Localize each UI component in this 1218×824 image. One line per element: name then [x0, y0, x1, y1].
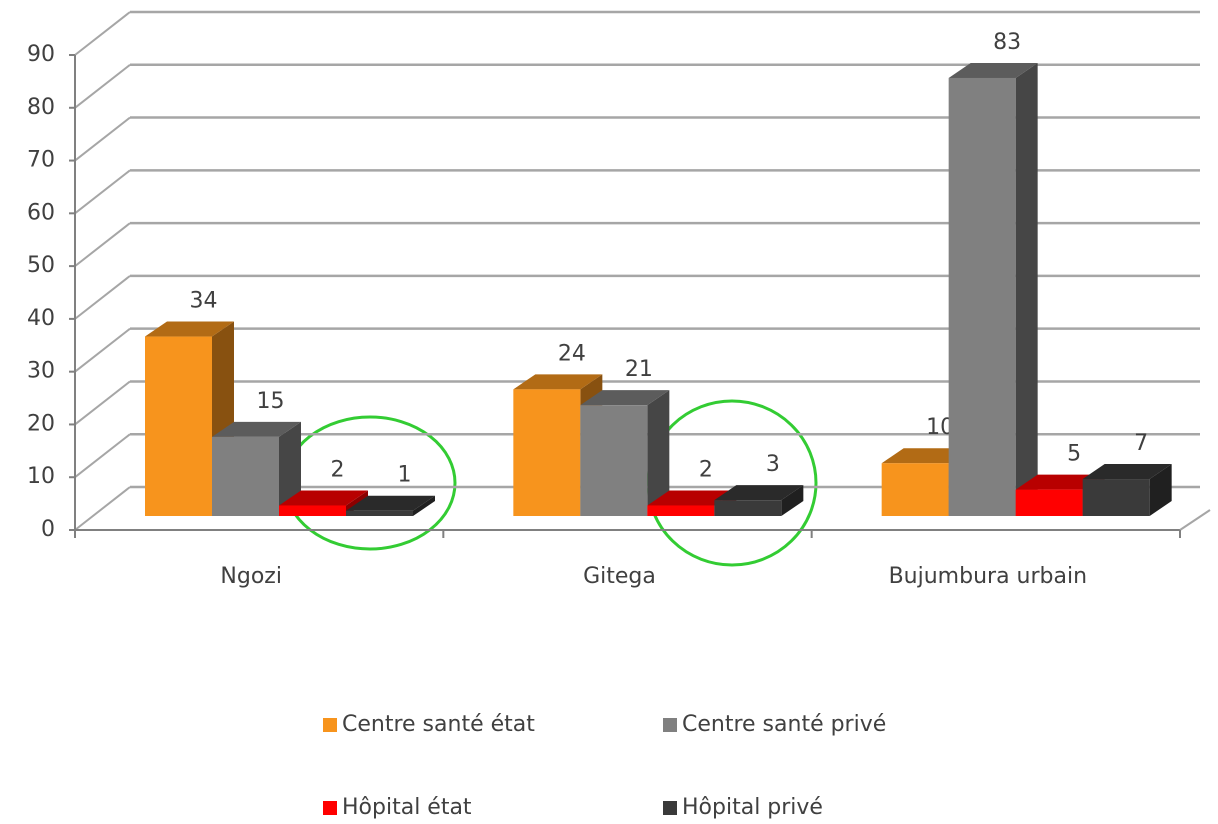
grid-line: [74, 275, 131, 320]
x-tick-label: Ngozi: [220, 564, 282, 589]
y-tick-label: 80: [27, 95, 55, 120]
bar: [513, 389, 581, 516]
grid-line: [74, 11, 131, 56]
bar-top: [145, 321, 234, 337]
data-label: 21: [625, 357, 653, 382]
bar-top: [279, 490, 368, 506]
bar-side: [279, 421, 301, 516]
legend-label: Hôpital privé: [682, 795, 823, 820]
y-tick-label: 40: [27, 306, 55, 331]
legend-label: Hôpital état: [342, 795, 472, 820]
grid-line: [74, 169, 131, 215]
bar-top: [346, 495, 435, 511]
grid-line: [74, 63, 131, 109]
y-tick-label: 60: [27, 200, 55, 225]
y-tick-label: 30: [27, 359, 55, 384]
bar-side: [1149, 464, 1172, 516]
y-tick-label: 20: [27, 411, 55, 436]
data-label: 1: [398, 463, 412, 488]
y-tick-label: 10: [27, 464, 55, 489]
legend-swatch: [663, 718, 677, 732]
bar-top: [212, 421, 301, 437]
bar: [714, 500, 782, 516]
legend-label: Centre santé état: [342, 712, 535, 737]
data-label: 83: [993, 30, 1021, 55]
bar-top: [580, 390, 670, 406]
bar: [346, 510, 413, 516]
bar-top: [948, 62, 1038, 78]
grid-line: [74, 433, 131, 479]
bar: [1015, 489, 1083, 516]
bar-top: [647, 490, 737, 506]
bar: [948, 77, 1016, 516]
bar-side: [781, 485, 804, 516]
legend-swatch: [323, 718, 337, 732]
grid-line: [74, 116, 131, 162]
y-tick-label: 50: [27, 253, 55, 278]
data-label: 15: [257, 389, 285, 414]
bar-top: [1015, 474, 1105, 490]
data-label: 7: [1134, 431, 1148, 456]
data-label: 2: [331, 457, 345, 482]
axis: [1179, 509, 1211, 531]
legend-label: Centre santé privé: [682, 712, 886, 737]
y-tick-label: 70: [27, 148, 55, 173]
legend-swatch: [323, 801, 337, 815]
bar-side: [413, 495, 435, 516]
bar: [212, 436, 279, 516]
bar-top: [714, 485, 804, 501]
bar-side: [647, 390, 670, 516]
highlight-circle: [646, 399, 818, 567]
bar-top: [1082, 464, 1172, 480]
bar: [580, 405, 648, 516]
bar: [145, 336, 212, 516]
grid-line: [74, 327, 131, 373]
data-label: 2: [699, 457, 713, 482]
data-label: 34: [190, 289, 218, 314]
bar-top: [881, 448, 971, 464]
bar: [1082, 479, 1150, 516]
data-label: 24: [558, 341, 586, 366]
grid-line: [74, 222, 131, 267]
data-label: 3: [766, 452, 780, 477]
grid-line: [74, 380, 131, 426]
y-tick-label: 0: [41, 517, 55, 542]
bar-side: [1015, 62, 1038, 516]
legend-swatch: [663, 801, 677, 815]
x-tick-label: Gitega: [583, 564, 656, 589]
grid-line: [74, 486, 131, 531]
data-label: 5: [1067, 442, 1081, 467]
x-tick-label: Bujumbura urbain: [889, 564, 1087, 589]
bar: [279, 505, 346, 516]
bar: [647, 505, 715, 516]
y-tick-label: 90: [27, 42, 55, 67]
bar: [881, 463, 949, 516]
bar-top: [513, 374, 603, 390]
